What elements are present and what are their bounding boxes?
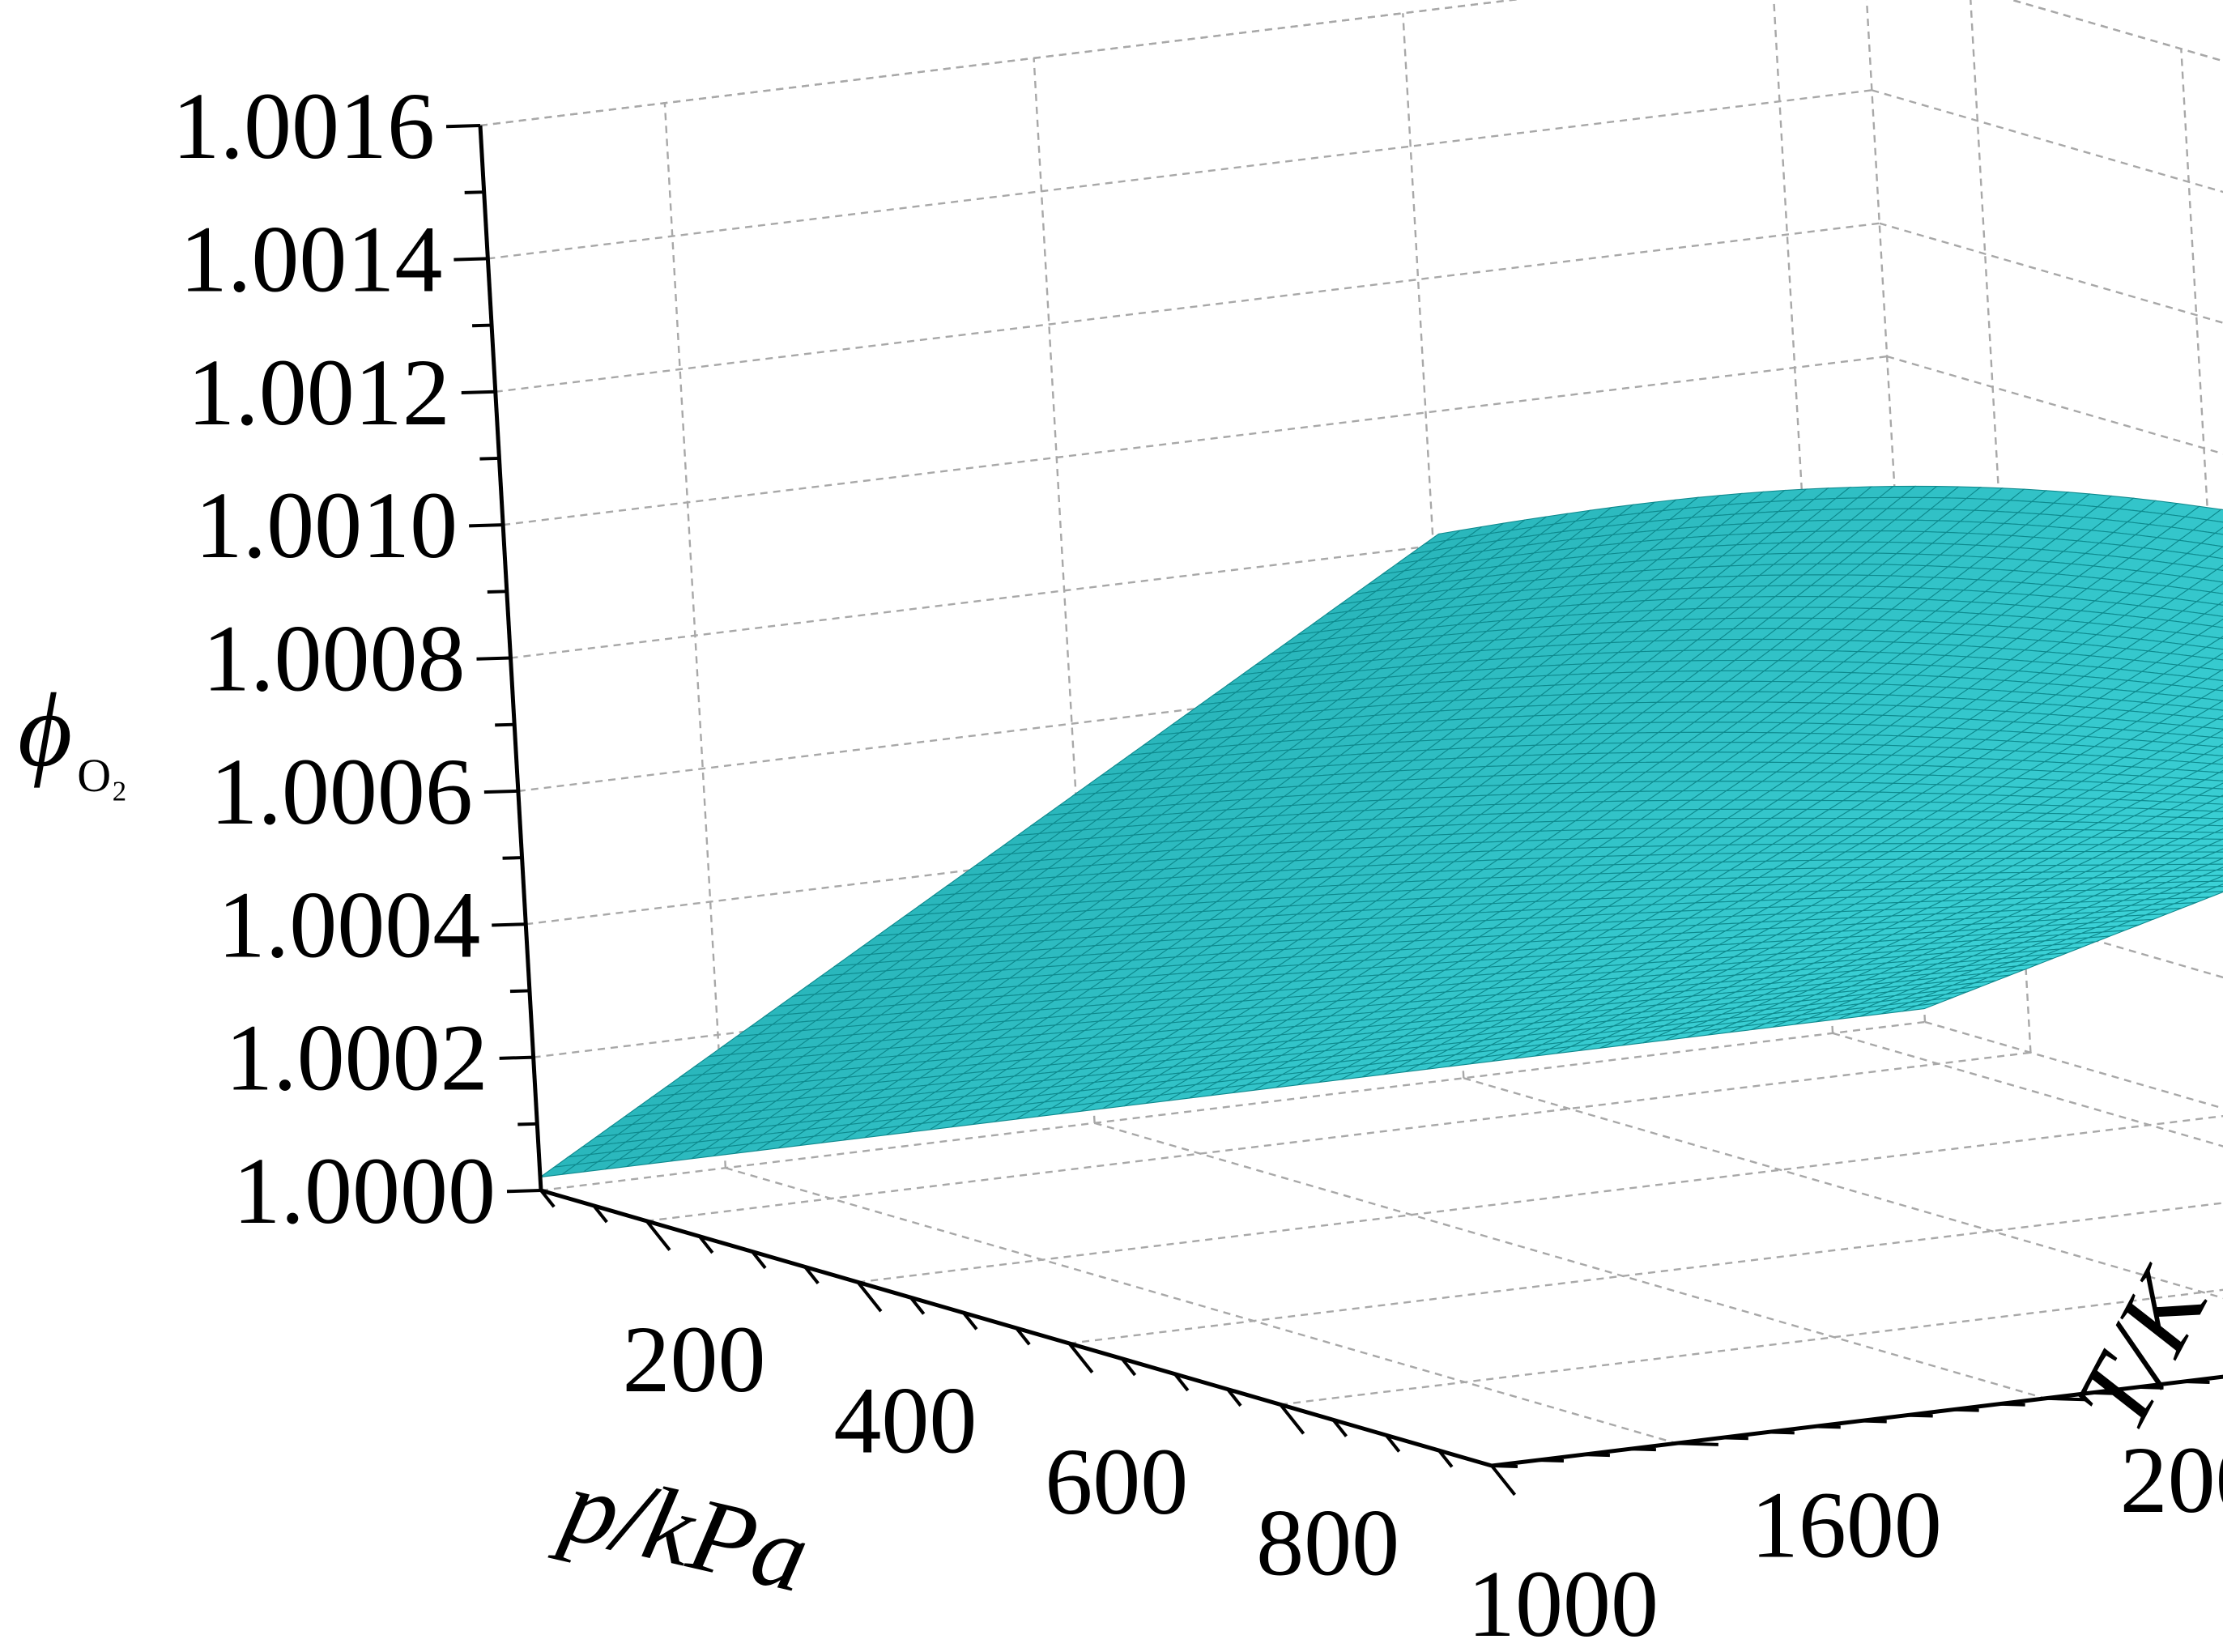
x-tick-minor <box>698 1235 714 1254</box>
z-tick-label: 1.0000 <box>233 1138 496 1244</box>
y-tick-minor <box>1629 1447 1656 1452</box>
frame-edge-top-back <box>479 0 1520 127</box>
z-tick-minor <box>509 989 530 994</box>
z-tick-minor <box>517 1122 538 1126</box>
tick-labels-layer: 1.0000 1.0002 1.0004 1.0006 1.0008 1.0010 1.00… <box>172 73 2223 1652</box>
x-tick-minor <box>1437 1449 1454 1468</box>
y-tick-minor <box>1999 1402 2025 1407</box>
grid-line-back-wall-t <box>1033 57 1096 1123</box>
z-tick-label: 1.0006 <box>210 739 473 845</box>
z-tick-major <box>461 390 496 395</box>
x-tick-minor <box>592 1204 608 1224</box>
x-tick-minor <box>803 1266 820 1284</box>
x-tick-minor <box>1173 1373 1190 1392</box>
z-tick-minor <box>495 722 515 727</box>
surface-patch <box>539 1164 577 1178</box>
x-tick-label: 800 <box>1256 1489 1399 1595</box>
x-tick-label: 1000 <box>1467 1551 1659 1652</box>
x-tick-minor <box>751 1250 767 1270</box>
z-tick-label: 1.0012 <box>187 339 450 445</box>
z-tick-major <box>469 523 504 528</box>
z-tick-minor <box>479 456 500 461</box>
z-tick-minor <box>487 590 507 594</box>
z-tick-label: 1.0010 <box>195 472 458 578</box>
x-tick-minor <box>1015 1326 1031 1346</box>
x-tick-major <box>1067 1342 1094 1374</box>
x-tick-major <box>1490 1464 1517 1497</box>
z-tick-label: 1.0002 <box>225 1005 488 1111</box>
x-tick-major <box>856 1281 883 1313</box>
y-tick-minor <box>2091 1390 2118 1395</box>
y-tick-minor <box>1537 1458 1565 1463</box>
z-tick-major <box>483 789 518 794</box>
grid-line-floor-t <box>1463 1077 2223 1300</box>
z-tick-major <box>506 1189 542 1194</box>
x-tick-minor <box>539 1189 556 1208</box>
z-tick-major <box>454 257 488 262</box>
frame-edge-top-side <box>2008 0 2223 62</box>
grid-line-floor-t <box>1094 1122 2046 1399</box>
y-axis-title: T/K <box>2052 1250 2223 1448</box>
x-tick-minor <box>962 1311 978 1331</box>
grid-line-back-wall-z <box>495 222 1880 393</box>
z-tick-major <box>476 656 511 661</box>
y-tick-minor <box>1768 1430 1795 1435</box>
grid-line-side-wall-z <box>1924 1020 2223 1109</box>
y-tick-minor <box>1583 1453 1610 1458</box>
x-tick-minor <box>1384 1433 1401 1453</box>
grid-line-back-wall-t <box>663 103 727 1169</box>
y-tick-label: 2000 <box>2120 1427 2223 1533</box>
x-axis-title: p/kPa <box>547 1445 820 1615</box>
y-tick-major <box>1676 1441 1718 1446</box>
x-axis-title-unit: /kPa <box>600 1457 819 1615</box>
z-tick-label: 1.0014 <box>180 206 443 312</box>
z-axis-title: ϕ O₂ <box>18 672 127 802</box>
x-tick-major <box>1279 1403 1305 1435</box>
x-tick-label: 400 <box>833 1367 977 1473</box>
x-tick-minor <box>909 1296 926 1315</box>
y-tick-label: 1600 <box>1751 1471 1942 1577</box>
grid-line-back-wall-z <box>488 89 1872 260</box>
y-tick-minor <box>1860 1419 1887 1424</box>
x-tick-minor <box>1120 1357 1137 1377</box>
y-tick-minor <box>2137 1385 2164 1390</box>
z-tick-label: 1.0004 <box>218 871 481 977</box>
ticks-layer <box>445 124 2210 1497</box>
grid-line-floor-p <box>858 1114 2223 1284</box>
z-axis-title-sub: O₂ <box>77 749 127 802</box>
x-tick-label: 600 <box>1045 1428 1188 1535</box>
grid-line-back-wall-z <box>479 0 1520 127</box>
y-tick-minor <box>1491 1464 1518 1468</box>
y-tick-minor <box>1814 1424 1841 1429</box>
y-tick-minor <box>1953 1407 1979 1412</box>
grid-line-side-wall-z <box>2008 0 2223 62</box>
y-tick-minor <box>1722 1436 1748 1441</box>
grid-line-side-wall-z <box>1879 222 2223 324</box>
z-tick-label: 1.0008 <box>202 606 466 712</box>
x-tick-minor <box>1226 1388 1242 1407</box>
z-tick-minor <box>464 190 484 194</box>
z-axis-title-var: ϕ <box>18 672 72 789</box>
x-tick-label: 200 <box>622 1306 765 1412</box>
y-tick-major <box>2045 1396 2088 1402</box>
z-tick-label: 1.0016 <box>172 73 436 179</box>
z-tick-major <box>492 922 526 927</box>
surface <box>539 485 2223 1178</box>
grid-line-floor-t <box>725 1167 1677 1445</box>
grid-line-side-wall-z <box>1872 89 2223 194</box>
x-tick-major <box>645 1220 671 1251</box>
x-tick-minor <box>1331 1419 1348 1437</box>
grid-line-floor-t <box>1832 1032 2223 1147</box>
